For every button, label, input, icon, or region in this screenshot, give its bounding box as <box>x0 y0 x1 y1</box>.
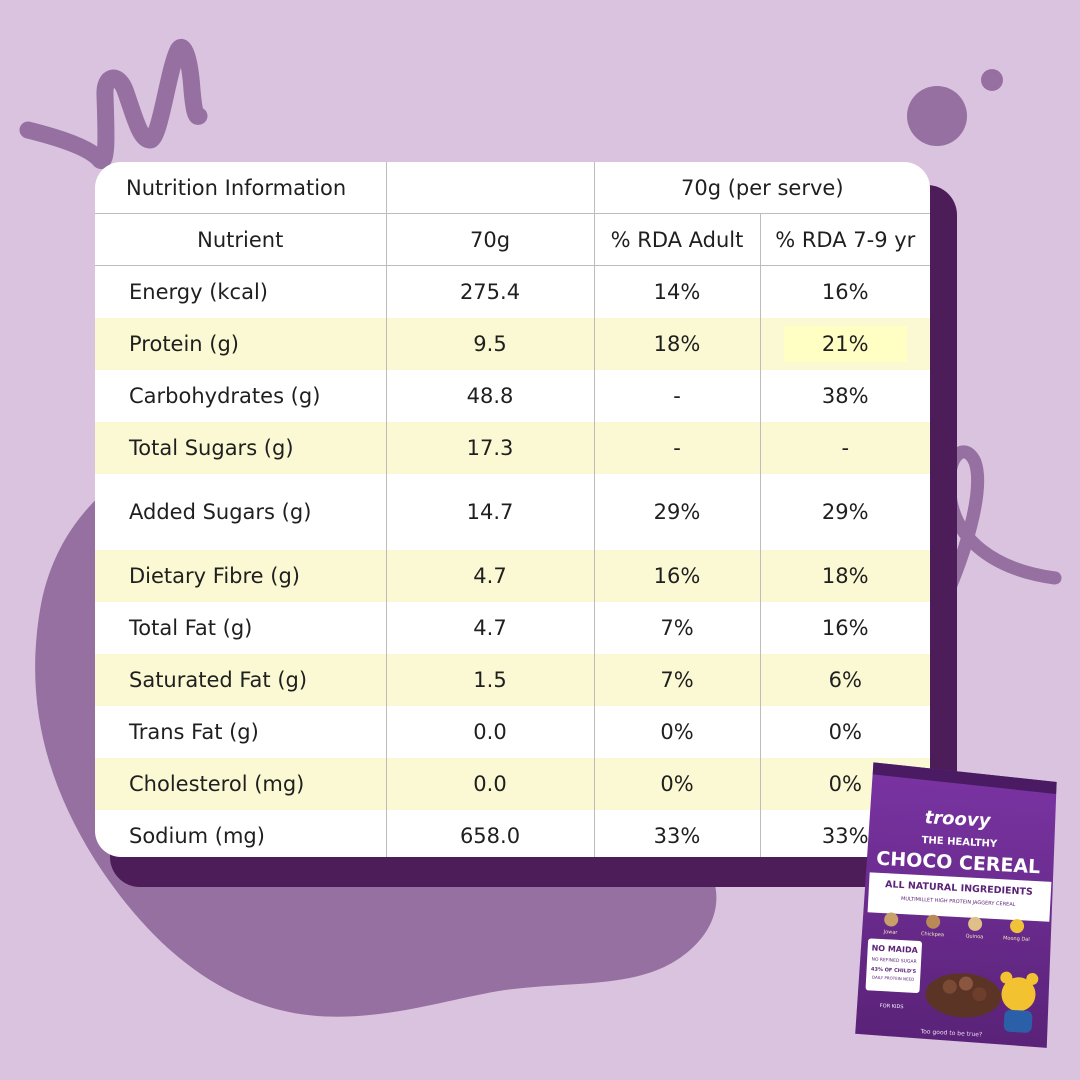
column-header-rda-child: % RDA 7-9 yr <box>759 213 930 266</box>
nutrient-name: Saturated Fat (g) <box>95 654 386 706</box>
table-row: Carbohydrates (g) 48.8 - 38% <box>95 370 930 422</box>
rda-adult-value: 14% <box>593 265 760 318</box>
pack-brand: troovy <box>924 807 992 831</box>
highlighted-value: 21% <box>783 326 907 362</box>
pack-tagline: Too good to be true? <box>919 1028 982 1038</box>
table-row: Trans Fat (g) 0.0 0% 0% <box>95 706 930 758</box>
nutrient-name: Cholesterol (mg) <box>95 758 386 810</box>
blank-header-cell <box>385 162 594 214</box>
ingredient-label: Chickpea <box>921 931 944 938</box>
serving-header: 70g (per serve) <box>593 162 930 214</box>
pack-top-seal <box>872 762 1057 794</box>
rda-adult-value: 0% <box>593 758 760 810</box>
mascot-ear <box>1026 972 1039 985</box>
rda-child-value: 16% <box>759 602 930 654</box>
nutrient-amount: 48.8 <box>385 370 594 422</box>
nutrient-amount: 14.7 <box>385 474 594 550</box>
mascot-body <box>1003 1009 1033 1033</box>
pack-for-kids: FOR KIDS <box>880 1003 904 1010</box>
nutrient-name: Protein (g) <box>95 318 386 370</box>
column-header-rda-adult: % RDA Adult <box>593 213 760 266</box>
rda-adult-value: 16% <box>593 550 760 602</box>
ingredient-label: Jowar <box>883 929 899 936</box>
rda-adult-value: 29% <box>593 474 760 550</box>
mascot-icon <box>1001 977 1036 1012</box>
nutrition-card: Nutrition Information 70g (per serve) Nu… <box>95 162 930 857</box>
loop-decoration <box>928 445 1062 627</box>
table-row: Added Sugars (g) 14.7 29% 29% <box>95 474 930 550</box>
column-header-amount: 70g <box>385 213 594 266</box>
ingredient-icon <box>926 914 941 929</box>
nutrient-amount: 1.5 <box>385 654 594 706</box>
table-row: Protein (g) 9.5 18% 21% <box>95 318 930 370</box>
nutrient-amount: 275.4 <box>385 265 594 318</box>
ingredient-label: Moong Dal <box>1003 935 1030 942</box>
pack-banner-bg <box>867 872 1052 922</box>
circle-decoration-large <box>907 86 967 146</box>
mascot-ear <box>1000 971 1013 984</box>
rda-child-value: 18% <box>759 550 930 602</box>
rda-adult-value: - <box>593 370 760 422</box>
nutrient-amount: 658.0 <box>385 810 594 857</box>
rda-child-value: 6% <box>759 654 930 706</box>
ingredient-label: Quinoa <box>965 933 983 940</box>
nutrient-name: Carbohydrates (g) <box>129 384 321 408</box>
cereal-pack-image: troovy THE HEALTHY CHOCO CEREAL ALL NATU… <box>855 762 1057 1048</box>
header-row-title: Nutrition Information 70g (per serve) <box>95 162 930 214</box>
column-header-nutrient: Nutrient <box>95 213 386 266</box>
ingredient-icon <box>968 916 983 931</box>
ingredient-icon <box>1010 919 1025 934</box>
squiggle-decoration <box>19 39 208 169</box>
rda-adult-value: 7% <box>593 654 760 706</box>
rda-child-value: 38% <box>759 370 930 422</box>
nutrient-name: Dietary Fibre (g) <box>95 550 386 602</box>
table-row: Saturated Fat (g) 1.5 7% 6% <box>95 654 930 706</box>
pack-badge-1: NO MAIDA <box>871 944 918 955</box>
table-row: Dietary Fibre (g) 4.7 16% 18% <box>95 550 930 602</box>
nutrient-name: Added Sugars (g) <box>129 500 312 524</box>
rda-adult-value: - <box>593 422 760 474</box>
rda-child-value: - <box>759 422 930 474</box>
cereal-ball <box>958 976 973 991</box>
nutrient-name: Energy (kcal) <box>129 280 268 304</box>
rda-adult-value: 0% <box>593 706 760 758</box>
pack-badge-4: DAILY PROTEIN NEED <box>872 975 914 982</box>
nutrient-name: Total Fat (g) <box>129 616 253 640</box>
cereal-ball <box>972 987 987 1002</box>
pack-line-1: THE HEALTHY <box>921 835 998 850</box>
pack-badge-3: 43% OF CHILD'S <box>871 967 917 975</box>
table-title: Nutrition Information <box>95 162 386 214</box>
rda-adult-value: 33% <box>593 810 760 857</box>
nutrition-table: Nutrition Information 70g (per serve) Nu… <box>95 162 930 857</box>
rda-child-value: 21% <box>759 318 930 370</box>
nutrient-amount: 17.3 <box>385 422 594 474</box>
rda-child-value: 0% <box>759 706 930 758</box>
nutrient-amount: 4.7 <box>385 550 594 602</box>
pack-subtitle: MULTIMILLET HIGH PROTEIN JAGGERY CEREAL <box>901 896 1016 908</box>
pack-badge-bg <box>865 938 922 993</box>
rda-adult-value: 18% <box>593 318 760 370</box>
cereal-ball <box>942 979 957 994</box>
rda-child-value: 16% <box>759 265 930 318</box>
nutrient-name: Total Sugars (g) <box>95 422 386 474</box>
rda-adult-value: 7% <box>593 602 760 654</box>
circle-decoration-small <box>981 69 1003 91</box>
nutrient-amount: 0.0 <box>385 758 594 810</box>
table-row: Cholesterol (mg) 0.0 0% 0% <box>95 758 930 810</box>
header-row-columns: Nutrient 70g % RDA Adult % RDA 7-9 yr <box>95 213 930 266</box>
rda-child-value: 29% <box>759 474 930 550</box>
nutrient-amount: 0.0 <box>385 706 594 758</box>
ingredient-icon <box>884 912 899 927</box>
nutrient-amount: 9.5 <box>385 318 594 370</box>
table-row: Total Fat (g) 4.7 7% 16% <box>95 602 930 654</box>
table-row: Energy (kcal) 275.4 14% 16% <box>95 265 930 318</box>
nutrient-name: Sodium (mg) <box>129 824 265 848</box>
nutrient-amount: 4.7 <box>385 602 594 654</box>
table-row: Total Sugars (g) 17.3 - - <box>95 422 930 474</box>
nutrient-name: Trans Fat (g) <box>129 720 259 744</box>
table-row: Sodium (mg) 658.0 33% 33% <box>95 810 930 857</box>
pack-badge-2: NO REFINED SUGAR <box>871 957 916 965</box>
